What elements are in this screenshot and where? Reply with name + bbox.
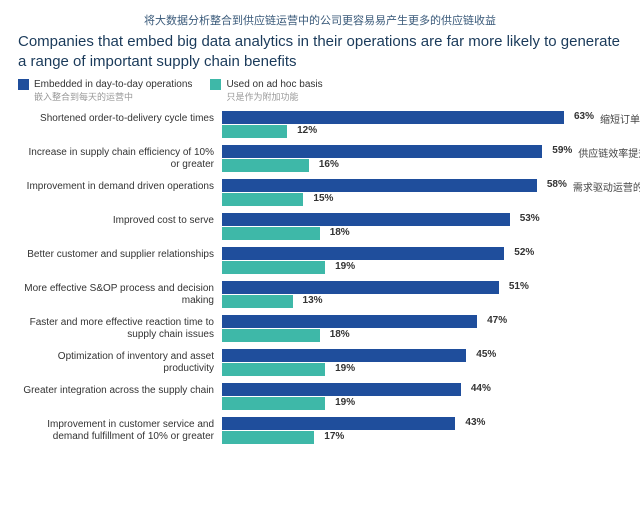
row-annotation: 供应链效率提升>=10%的增长 [578,145,640,160]
bar-secondary: 12% [222,125,287,138]
bar-group: 59%16%供应链效率提升>=10%的增长 [222,145,622,173]
bar-group: 47%18% [222,315,622,343]
row-annotation: 缩短订单履行的周期 [600,111,640,126]
bar-group: 58%15%需求驱动运营的提升 [222,179,622,207]
bar-value: 12% [297,125,317,136]
bar-value: 52% [514,247,534,258]
bar-primary: 47% [222,315,477,328]
chart-row: Shortened order-to-delivery cycle times6… [18,111,622,139]
bar-secondary: 17% [222,431,314,444]
bar-primary: 43% [222,417,455,430]
legend-sublabel-1: 嵌入整合到每天的运营中 [34,90,192,103]
bar-secondary: 18% [222,329,320,342]
bar-value: 17% [324,431,344,442]
bar-value: 18% [330,329,350,340]
bar-group: 52%19% [222,247,622,275]
bar-secondary: 19% [222,363,325,376]
row-label: Improved cost to serve [18,213,222,227]
row-label: Increase in supply chain efficiency of 1… [18,145,222,171]
bar-secondary: 15% [222,193,303,206]
bar-primary: 45% [222,349,466,362]
bar-secondary: 18% [222,227,320,240]
row-label: Better customer and supplier relationshi… [18,247,222,261]
row-label: Improvement in customer service and dema… [18,417,222,443]
bar-primary: 52% [222,247,504,260]
title-chinese: 将大数据分析整合到供应链运营中的公司更容易易产生更多的供应链收益 [18,12,622,28]
row-label: Improvement in demand driven operations [18,179,222,193]
bar-value: 53% [520,213,540,224]
legend-item-2: Used on ad hoc basis 只是作为附加功能 [210,79,322,103]
chart-row: Improved cost to serve53%18% [18,213,622,241]
bar-value: 43% [465,417,485,428]
chart-row: Better customer and supplier relationshi… [18,247,622,275]
chart-row: Faster and more effective reaction time … [18,315,622,343]
legend: Embedded in day-to-day operations 嵌入整合到每… [18,79,622,103]
chart-row: Improvement in demand driven operations5… [18,179,622,207]
bar-group: 63%12%缩短订单履行的周期 [222,111,622,139]
bar-primary: 51% [222,281,499,294]
bar-value: 16% [319,159,339,170]
bar-group: 53%18% [222,213,622,241]
legend-label-1: Embedded in day-to-day operations [34,79,192,90]
bar-value: 13% [303,295,323,306]
bar-value: 18% [330,227,350,238]
chart-row: Greater integration across the supply ch… [18,383,622,411]
row-annotation: 需求驱动运营的提升 [573,179,640,194]
bar-value: 15% [313,193,333,204]
bar-secondary: 16% [222,159,309,172]
bar-value: 51% [509,281,529,292]
row-label: More effective S&OP process and decision… [18,281,222,307]
bar-group: 43%17% [222,417,622,445]
chart-row: More effective S&OP process and decision… [18,281,622,309]
bar-value: 63% [574,111,594,122]
chart-row: Improvement in customer service and dema… [18,417,622,445]
bar-chart: Shortened order-to-delivery cycle times6… [18,111,622,445]
row-label: Optimization of inventory and asset prod… [18,349,222,375]
legend-swatch-1 [18,79,29,90]
bar-value: 58% [547,179,567,190]
bar-secondary: 19% [222,397,325,410]
bar-secondary: 19% [222,261,325,274]
row-label: Shortened order-to-delivery cycle times [18,111,222,125]
bar-value: 59% [552,145,572,156]
bar-group: 44%19% [222,383,622,411]
legend-sublabel-2: 只是作为附加功能 [226,90,322,103]
bar-primary: 63% [222,111,564,124]
bar-value: 45% [476,349,496,360]
bar-primary: 59% [222,145,542,158]
bar-value: 19% [335,363,355,374]
bar-secondary: 13% [222,295,293,308]
row-label: Greater integration across the supply ch… [18,383,222,397]
legend-swatch-2 [210,79,221,90]
bar-primary: 44% [222,383,461,396]
bar-primary: 53% [222,213,510,226]
legend-label-2: Used on ad hoc basis [226,79,322,90]
row-label: Faster and more effective reaction time … [18,315,222,341]
chart-row: Increase in supply chain efficiency of 1… [18,145,622,173]
bar-group: 45%19% [222,349,622,377]
bar-primary: 58% [222,179,537,192]
bar-group: 51%13% [222,281,622,309]
bar-value: 44% [471,383,491,394]
title-english: Companies that embed big data analytics … [18,32,622,71]
bar-value: 19% [335,261,355,272]
bar-value: 47% [487,315,507,326]
bar-value: 19% [335,397,355,408]
legend-item-1: Embedded in day-to-day operations 嵌入整合到每… [18,79,192,103]
chart-row: Optimization of inventory and asset prod… [18,349,622,377]
